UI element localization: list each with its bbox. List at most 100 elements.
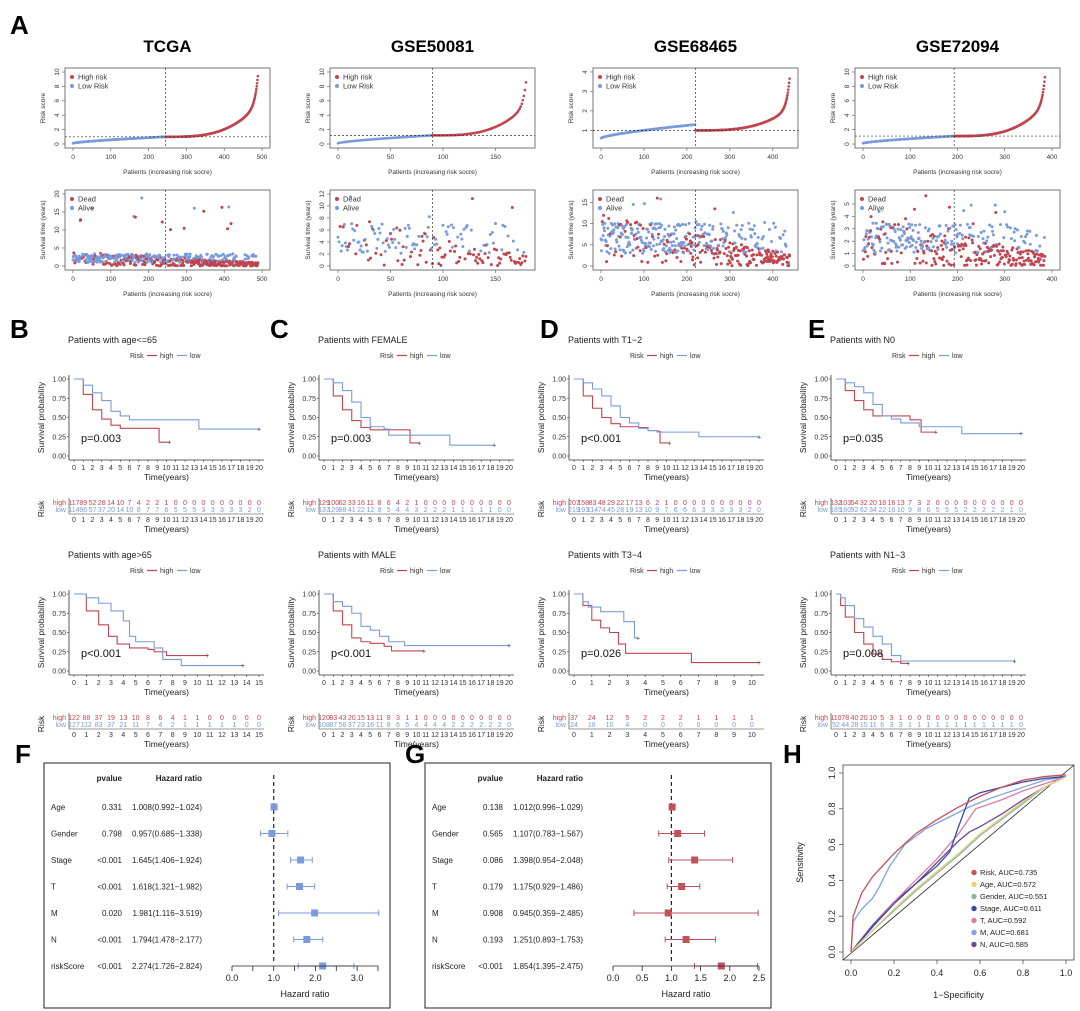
dead-point [495, 248, 499, 252]
dead-point [390, 237, 394, 241]
alive-point [735, 223, 739, 227]
km-x-tick-label: 6 [890, 465, 894, 472]
risk-count-low: 1 [479, 507, 483, 514]
risk-table-low-label: low [305, 507, 316, 514]
alive-point [751, 228, 755, 232]
km-y-tick-label: 0.00 [52, 454, 66, 461]
risk-table-x-tick: 11 [672, 517, 679, 524]
risk-count-high: 0 [954, 500, 958, 507]
forest-pvalue: 0.086 [483, 856, 504, 865]
risk-table-x-tick: 17 [227, 517, 235, 524]
y-axis-label: Risk score [305, 92, 312, 123]
risk-count-low: 4 [158, 722, 162, 729]
alive-point [133, 260, 137, 264]
dead-point [930, 263, 934, 267]
dead-point [715, 262, 719, 266]
risk-count-high: 1 [183, 715, 187, 722]
alive-point [725, 233, 729, 237]
risk-point [1041, 93, 1044, 97]
risk-table-x-tick: 5 [880, 732, 884, 739]
alive-point [892, 239, 896, 243]
dead-point [752, 258, 756, 262]
risk-count-low: 6 [396, 722, 400, 729]
alive-point [631, 203, 635, 207]
risk-count-low: 0 [750, 722, 754, 729]
risk-table-x-tick: 2 [608, 732, 612, 739]
dead-point [110, 263, 114, 267]
km-censor-mark: + [257, 427, 261, 434]
dead-point [941, 247, 945, 251]
alive-point [991, 233, 995, 237]
km-x-tick-label: 12 [431, 465, 439, 472]
dead-point [1041, 263, 1045, 267]
km-censor-mark: + [417, 440, 421, 447]
dead-point [612, 253, 616, 257]
alive-point [485, 243, 489, 247]
risk-count-high: 0 [739, 500, 743, 507]
risk-table-x-label: Time(years) [906, 739, 951, 749]
km-x-tick-label: 4 [359, 465, 363, 472]
dead-point [478, 257, 482, 261]
risk-count-low: 3 [729, 507, 733, 514]
risk-count-high: 158 [577, 500, 589, 507]
risk-table-x-tick: 17 [477, 517, 485, 524]
risk-count-high: 10 [132, 715, 140, 722]
alive-point [1028, 242, 1032, 246]
risk-count-high: 0 [479, 715, 483, 722]
dead-point [453, 249, 457, 253]
dead-point [769, 252, 773, 256]
risk-point [1043, 75, 1047, 79]
dead-point [122, 263, 126, 267]
km-y-axis-label: Survival probability [286, 596, 296, 668]
alive-point [660, 223, 664, 227]
risk-point [1042, 87, 1045, 91]
km-y-tick-label: 0.50 [302, 630, 316, 637]
dead-point [1014, 262, 1018, 266]
risk-count-high: 28 [98, 500, 106, 507]
x-tick-label: 50 [387, 276, 395, 283]
alive-point [1016, 228, 1020, 232]
risk-point [522, 94, 526, 98]
risk-table-high-label: high [553, 715, 566, 722]
alive-point [663, 227, 667, 231]
km-x-tick-label: 3 [625, 680, 629, 687]
risk-table-x-tick: 14 [450, 732, 458, 739]
x-tick-label: 0 [861, 276, 865, 283]
risk-count-high: 110 [830, 715, 841, 722]
alive-point [740, 223, 744, 227]
alive-point [1038, 244, 1042, 248]
forest-point [691, 856, 699, 864]
panel-letter-b: B [10, 314, 29, 344]
alive-point [712, 246, 716, 250]
risk-table-x-label: Time(years) [394, 524, 439, 534]
risk-count-low: 129 [327, 507, 339, 514]
dead-point [655, 196, 659, 200]
risk-count-low: 0 [1019, 507, 1023, 514]
risk-table-x-tick: 16 [980, 517, 988, 524]
km-x-tick-label: 10 [663, 465, 671, 472]
dead-point [238, 263, 242, 267]
risk-count-high: 10 [116, 500, 124, 507]
forest-x-axis-label: Hazard ratio [280, 989, 329, 999]
alive-point [979, 230, 983, 234]
risk-count-high: 83 [589, 500, 597, 507]
alive-point [684, 223, 688, 227]
risk-count-high: 103 [839, 500, 851, 507]
km-x-tick-label: 6 [890, 680, 894, 687]
dead-point [905, 227, 909, 231]
dead-point [987, 261, 991, 265]
alive-point [392, 227, 396, 231]
alive-point [931, 245, 935, 249]
risk-count-high: 40 [851, 715, 859, 722]
alive-point [664, 244, 668, 248]
alive-point [393, 237, 397, 241]
roc-legend-label: Risk, AUC=0.735 [980, 868, 1037, 877]
dead-point [971, 241, 975, 245]
alive-point [683, 244, 687, 248]
risk-count-high: 0 [461, 500, 465, 507]
dead-point [913, 207, 917, 211]
risk-count-low: 2 [1001, 507, 1005, 514]
alive-point [488, 232, 492, 236]
x-tick-label: 100 [438, 276, 449, 283]
